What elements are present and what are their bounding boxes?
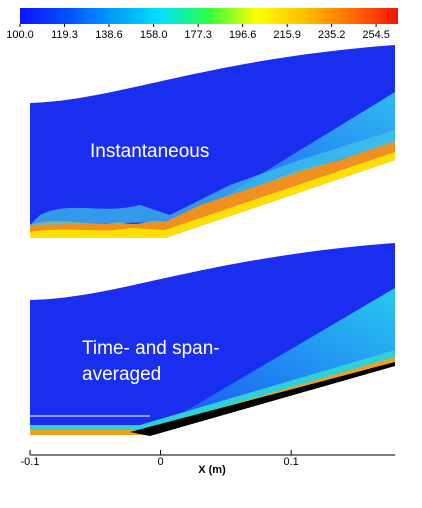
annotation: Instantaneous — [90, 141, 209, 162]
colorbar-tick-label: 215.9 — [273, 29, 301, 41]
colorbar — [20, 8, 398, 24]
colorbar-tick-label: 254.5 — [362, 29, 390, 41]
colorbar-tick-label: 235.2 — [318, 29, 346, 41]
colorbar-tick-label: 138.6 — [95, 29, 123, 41]
annotation: Time- and span- — [82, 338, 220, 359]
colorbar-tick-label: 158.0 — [140, 29, 168, 41]
x-tick-label: -0.1 — [21, 456, 40, 468]
annotation: averaged — [82, 364, 161, 385]
colorbar-tick-label: 119.3 — [51, 29, 78, 41]
colorbar-tick-label: 100.0 — [6, 29, 34, 41]
x-tick-label: 0 — [158, 456, 164, 468]
colorbar-tick-label: 177.3 — [184, 29, 212, 41]
x-tick-label: 0.1 — [284, 456, 299, 468]
field-instantaneous — [30, 45, 395, 238]
x-axis-label: X (m) — [198, 464, 226, 476]
field-averaged — [30, 243, 395, 436]
colorbar-tick-label: 196.6 — [229, 29, 257, 41]
